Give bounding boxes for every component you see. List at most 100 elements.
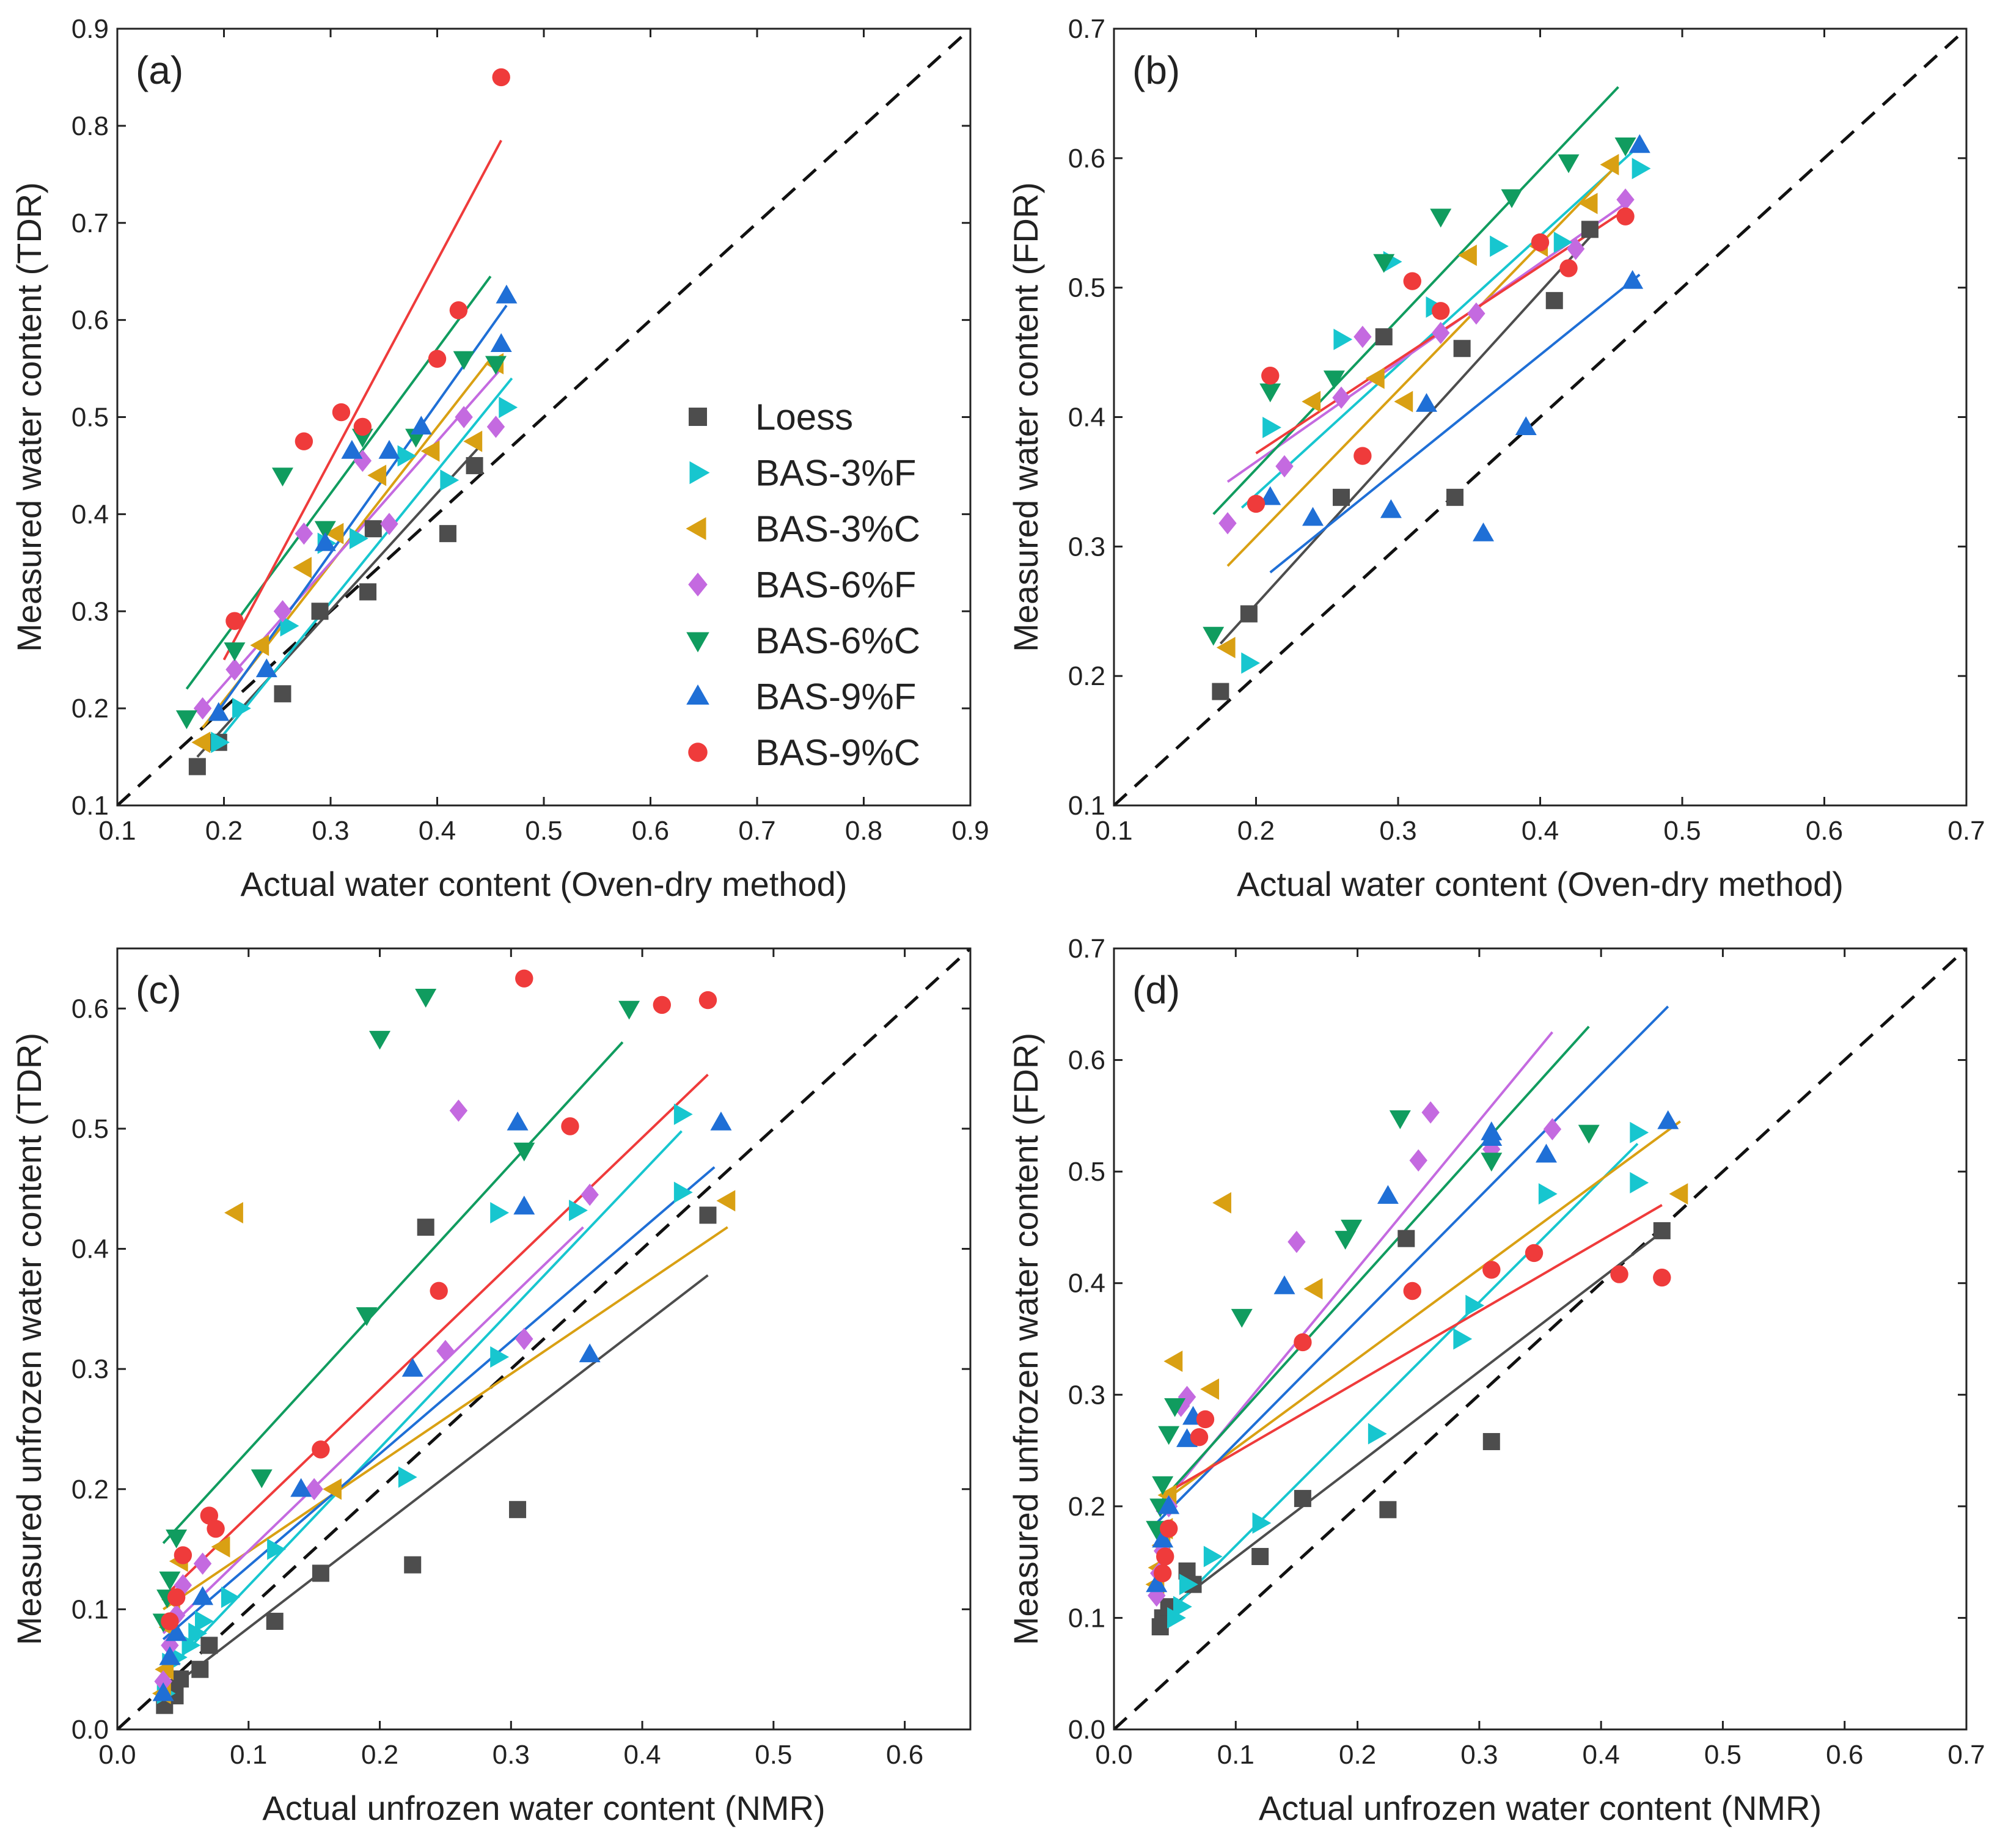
y-tick-label: 0.5 [71,1114,109,1144]
data-point-bas-9pctf-3 [192,1586,214,1605]
data-point-bas-9pctf-6 [490,333,512,352]
data-point-bas-6pctc-1 [224,642,246,661]
data-point-bas-6pctf-7 [1409,1149,1427,1172]
y-tick-label: 0.8 [71,111,109,141]
data-point-bas-6pctf-0 [193,697,212,720]
legend-item-bas-3pctf: BAS-3%F [689,453,916,494]
fit-line-bas-6pctf [162,1226,584,1635]
data-point-bas-9pctc-9 [653,996,671,1014]
data-point-bas-6pctc-3 [314,521,336,540]
data-point-bas-6pctc-7 [485,356,507,375]
data-point-bas-6pctf-6 [1288,1230,1306,1253]
y-tick-label: 0.2 [1068,1492,1105,1522]
y-tick-label: 0.2 [1068,661,1105,691]
y-tick-label: 0.3 [1068,1380,1105,1410]
data-point-bas-9pctf-10 [1657,1110,1679,1129]
data-point-bas-6pctf-7 [449,1099,468,1122]
data-point-bas-3pctf-4 [350,527,368,549]
data-point-bas-9pctf-9 [1535,1143,1557,1163]
data-point-bas-9pctc-0 [1247,494,1266,513]
legend-label: BAS-3%C [755,508,920,549]
x-axis-title: Actual water content (Oven-dry method) [241,865,848,903]
fit-line-bas-6pctc [162,1041,624,1544]
data-point-bas-6pctc-9 [618,1000,640,1020]
data-point-bas-9pctf-2 [1158,1495,1180,1514]
fit-line-bas-9pctf [162,1166,716,1641]
data-point-bas-6pctf-0 [1218,512,1237,535]
data-point-bas-3pctf-12 [673,1103,693,1125]
y-axis-title: Measured unfrozen water content (FDR) [1006,1033,1045,1645]
data-point-bas-3pctf-7 [1632,158,1651,180]
y-tick-label: 0.6 [71,306,109,336]
x-tick-label: 0.4 [1522,816,1559,846]
data-point-loess-0 [1212,683,1229,700]
y-tick-label: 0.1 [71,791,109,821]
legend-label: BAS-9%C [755,732,920,773]
chart-panel-d: 0.0 0.1 0.2 0.3 0.4 0.5 0.6 0.7 0.0 0.1 0.2 0.3 0.4 0… [1006,934,1985,1827]
data-point-loess-11 [699,1206,717,1224]
data-point-bas-9pctc-10 [1653,1268,1671,1287]
data-point-bas-6pctf-8 [1421,1101,1440,1124]
data-point-loess-3 [311,603,329,620]
data-point-bas-3pctf-6 [1553,232,1573,254]
x-tick-label: 0.4 [623,1740,661,1770]
data-point-loess-6 [1545,292,1563,309]
data-point-bas-6pctf-7 [1616,188,1635,211]
data-point-loess-7 [312,1564,329,1582]
y-tick-label: 0.3 [1068,532,1105,562]
reference-line-1to1 [1114,29,1966,805]
data-point-loess-6 [439,525,456,543]
data-point-bas-9pctf-0 [1259,486,1281,505]
data-point-bas-3pctf-2 [280,615,299,637]
panel-label: (c) [136,968,181,1012]
x-tick-label: 0.7 [1947,816,1985,846]
data-point-bas-9pctc-5 [449,301,468,320]
data-point-loess-6 [1294,1490,1311,1508]
data-point-bas-6pctc-6 [369,1030,391,1050]
x-tick-label: 0.6 [886,1740,923,1770]
legend-item-bas-6pctf: BAS-6%F [688,565,916,606]
fit-line-bas-9pctf [1269,273,1641,574]
panel-label: (a) [136,48,183,92]
data-point-bas-9pctf-5 [1273,1275,1295,1294]
fit-line-bas-3pctf [162,1130,683,1676]
data-point-bas-6pctc-6 [1558,154,1580,174]
data-point-loess-4 [191,1660,209,1678]
data-point-loess-6 [266,1613,284,1630]
data-point-bas-9pctc-1 [1261,367,1280,385]
legend-item-bas-3pctc: BAS-3%C [686,508,920,549]
x-tick-label: 0.6 [1806,816,1843,846]
data-point-bas-9pctf-3 [1416,393,1437,412]
data-point-bas-3pctf-2 [1333,328,1353,350]
y-tick-label: 0.9 [71,14,109,44]
data-point-bas-6pctc-10 [1578,1124,1600,1144]
fit-line-bas-3pctc [163,1226,728,1611]
data-point-bas-9pctc-1 [295,432,313,450]
y-tick-label: 0.5 [1068,1157,1105,1187]
fit-line-bas-9pctc [169,1074,709,1593]
y-tick-label: 0.4 [71,499,109,529]
x-tick-label: 0.2 [1339,1740,1376,1770]
y-tick-label: 0.6 [71,994,109,1024]
x-tick-label: 0.5 [1663,816,1701,846]
data-point-bas-9pctf-1 [1152,1528,1174,1548]
y-axis-title: Measured water content (TDR) [10,182,48,652]
data-point-bas-3pctf-7 [1465,1294,1485,1316]
data-point-bas-6pctc-7 [415,989,437,1008]
x-axis-title: Actual water content (Oven-dry method) [1237,865,1844,903]
data-point-loess-4 [359,583,377,601]
data-point-bas-3pctc-5 [211,1536,230,1558]
data-point-bas-9pctc-0 [161,1612,179,1630]
data-point-bas-6pctc-2 [271,468,293,487]
data-point-bas-9pctf-7 [496,284,518,304]
data-point-bas-9pctc-6 [492,68,510,87]
data-point-bas-6pctc-4 [1164,1398,1186,1417]
data-point-bas-3pctc-6 [463,430,483,452]
data-point-bas-3pctc-9 [1669,1183,1688,1205]
data-point-bas-3pctf-5 [397,445,417,467]
data-point-bas-3pctf-1 [1173,1596,1192,1618]
data-point-bas-3pctc-4 [367,464,387,486]
fit-line-bas-3pctf [212,377,513,748]
reference-line-1to1 [117,29,970,805]
y-tick-label: 0.1 [1068,791,1105,821]
